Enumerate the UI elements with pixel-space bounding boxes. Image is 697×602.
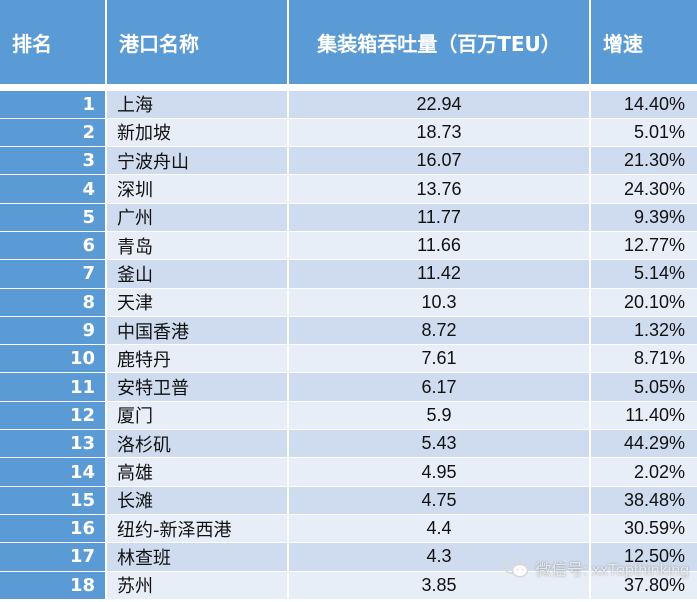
port-name-cell: 苏州 bbox=[106, 570, 289, 600]
port-name-cell: 长滩 bbox=[106, 485, 289, 515]
growth-cell: 1.32% bbox=[590, 315, 697, 345]
throughput-cell: 4.75 bbox=[288, 485, 591, 515]
table-row: 7 釜山 11.42 5.14% bbox=[0, 259, 697, 289]
rank-cell: 8 bbox=[0, 287, 107, 317]
growth-cell: 38.48% bbox=[590, 485, 697, 515]
rank-cell: 17 bbox=[0, 542, 107, 572]
table-row: 2 新加坡 18.73 5.01% bbox=[0, 117, 697, 147]
throughput-cell: 13.76 bbox=[288, 174, 591, 204]
table-row: 3 宁波舟山 16.07 21.30% bbox=[0, 146, 697, 175]
rank-cell: 2 bbox=[0, 117, 107, 147]
port-name-cell: 纽约-新泽西港 bbox=[106, 513, 289, 543]
table-row: 10 鹿特丹 7.61 8.71% bbox=[0, 344, 697, 373]
table-row: 15 长滩 4.75 38.48% bbox=[0, 485, 697, 515]
rank-cell: 6 bbox=[0, 230, 107, 260]
port-name-cell: 洛杉矶 bbox=[106, 429, 289, 458]
growth-cell: 8.71% bbox=[590, 344, 697, 373]
throughput-cell: 7.61 bbox=[288, 344, 591, 373]
port-name-cell: 深圳 bbox=[106, 174, 289, 204]
rank-cell: 13 bbox=[0, 429, 107, 458]
rank-cell: 9 bbox=[0, 315, 107, 345]
growth-cell: 24.30% bbox=[590, 174, 697, 204]
growth-cell: 11.40% bbox=[590, 400, 697, 430]
table-row: 16 纽约-新泽西港 4.4 30.59% bbox=[0, 513, 697, 543]
header-throughput: 集装箱吞吐量（百万TEU） bbox=[288, 0, 591, 84]
throughput-cell: 16.07 bbox=[288, 146, 591, 175]
throughput-cell: 11.66 bbox=[288, 230, 591, 260]
rank-cell: 18 bbox=[0, 570, 107, 600]
table-row: 9 中国香港 8.72 1.32% bbox=[0, 315, 697, 345]
growth-cell: 9.39% bbox=[590, 202, 697, 232]
port-name-cell: 上海 bbox=[106, 89, 289, 119]
throughput-cell: 5.9 bbox=[288, 400, 591, 430]
rank-cell: 5 bbox=[0, 202, 107, 232]
table-row: 14 高雄 4.95 2.02% bbox=[0, 457, 697, 487]
table-row: 6 青岛 11.66 12.77% bbox=[0, 230, 697, 260]
table-row: 11 安特卫普 6.17 5.05% bbox=[0, 372, 697, 402]
table-row: 17 林查班 4.3 12.50% bbox=[0, 542, 697, 572]
throughput-cell: 4.95 bbox=[288, 457, 591, 487]
growth-cell: 5.01% bbox=[590, 117, 697, 147]
header-growth: 增速 bbox=[590, 0, 697, 84]
port-name-cell: 青岛 bbox=[106, 230, 289, 260]
port-name-cell: 中国香港 bbox=[106, 315, 289, 345]
table-row: 13 洛杉矶 5.43 44.29% bbox=[0, 429, 697, 458]
port-name-cell: 高雄 bbox=[106, 457, 289, 487]
throughput-cell: 5.43 bbox=[288, 429, 591, 458]
port-name-cell: 厦门 bbox=[106, 400, 289, 430]
table-row: 18 苏州 3.85 37.80% bbox=[0, 570, 697, 600]
rank-cell: 15 bbox=[0, 485, 107, 515]
table-row: 1 上海 22.94 14.40% bbox=[0, 89, 697, 119]
rank-cell: 7 bbox=[0, 259, 107, 289]
throughput-cell: 10.3 bbox=[288, 287, 591, 317]
throughput-cell: 4.4 bbox=[288, 513, 591, 543]
growth-cell: 2.02% bbox=[590, 457, 697, 487]
throughput-cell: 18.73 bbox=[288, 117, 591, 147]
growth-cell: 37.80% bbox=[590, 570, 697, 600]
port-name-cell: 林查班 bbox=[106, 542, 289, 572]
table-row: 5 广州 11.77 9.39% bbox=[0, 202, 697, 232]
port-name-cell: 鹿特丹 bbox=[106, 344, 289, 373]
table-header-row: 排名 港口名称 集装箱吞吐量（百万TEU） 增速 bbox=[0, 0, 697, 84]
table-row: 12 厦门 5.9 11.40% bbox=[0, 400, 697, 430]
throughput-cell: 6.17 bbox=[288, 372, 591, 402]
rank-cell: 3 bbox=[0, 146, 107, 175]
port-name-cell: 宁波舟山 bbox=[106, 146, 289, 175]
table-row: 4 深圳 13.76 24.30% bbox=[0, 174, 697, 204]
port-name-cell: 天津 bbox=[106, 287, 289, 317]
rank-cell: 4 bbox=[0, 174, 107, 204]
throughput-cell: 11.77 bbox=[288, 202, 591, 232]
port-name-cell: 新加坡 bbox=[106, 117, 289, 147]
growth-cell: 12.77% bbox=[590, 230, 697, 260]
throughput-cell: 8.72 bbox=[288, 315, 591, 345]
throughput-cell: 4.3 bbox=[288, 542, 591, 572]
port-name-cell: 釜山 bbox=[106, 259, 289, 289]
throughput-cell: 11.42 bbox=[288, 259, 591, 289]
rank-cell: 14 bbox=[0, 457, 107, 487]
table-row: 8 天津 10.3 20.10% bbox=[0, 287, 697, 317]
growth-cell: 5.14% bbox=[590, 259, 697, 289]
throughput-cell: 22.94 bbox=[288, 89, 591, 119]
header-port: 港口名称 bbox=[106, 0, 289, 84]
throughput-cell: 3.85 bbox=[288, 570, 591, 600]
growth-cell: 5.05% bbox=[590, 372, 697, 402]
rank-cell: 10 bbox=[0, 344, 107, 373]
growth-cell: 21.30% bbox=[590, 146, 697, 175]
rank-cell: 12 bbox=[0, 400, 107, 430]
header-rank: 排名 bbox=[0, 0, 107, 84]
rank-cell: 11 bbox=[0, 372, 107, 402]
growth-cell: 12.50% bbox=[590, 542, 697, 572]
port-name-cell: 安特卫普 bbox=[106, 372, 289, 402]
rank-cell: 16 bbox=[0, 513, 107, 543]
growth-cell: 20.10% bbox=[590, 287, 697, 317]
rank-cell: 1 bbox=[0, 89, 107, 119]
growth-cell: 14.40% bbox=[590, 89, 697, 119]
growth-cell: 44.29% bbox=[590, 429, 697, 458]
growth-cell: 30.59% bbox=[590, 513, 697, 543]
port-name-cell: 广州 bbox=[106, 202, 289, 232]
